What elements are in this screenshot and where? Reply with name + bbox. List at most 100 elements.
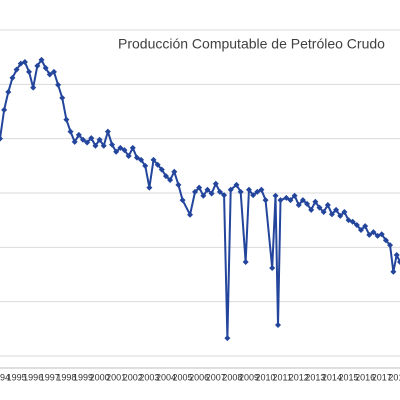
point-marker bbox=[142, 162, 149, 169]
point-marker bbox=[88, 135, 95, 142]
x-tick-label: 2001 bbox=[106, 372, 126, 382]
point-marker bbox=[216, 188, 223, 195]
x-tick-label: 1995 bbox=[7, 372, 27, 382]
point-marker bbox=[162, 173, 169, 180]
point-marker bbox=[328, 211, 335, 218]
point-marker bbox=[104, 128, 111, 135]
point-marker bbox=[196, 184, 203, 191]
point-marker bbox=[366, 231, 373, 238]
x-tick-label: 2008 bbox=[222, 372, 242, 382]
point-marker bbox=[227, 186, 234, 193]
point-marker bbox=[5, 88, 12, 95]
point-marker bbox=[1, 106, 8, 113]
point-marker bbox=[262, 197, 269, 204]
point-marker bbox=[200, 192, 207, 199]
x-tick-label: 2017 bbox=[372, 372, 392, 382]
point-marker bbox=[150, 156, 157, 163]
point-marker bbox=[125, 153, 132, 160]
point-marker bbox=[378, 231, 385, 238]
point-marker bbox=[204, 186, 211, 193]
point-marker bbox=[50, 68, 57, 75]
point-marker bbox=[254, 188, 261, 195]
x-tick-label: 1997 bbox=[40, 372, 60, 382]
point-marker bbox=[387, 242, 394, 249]
x-tick-label: 2010 bbox=[256, 372, 276, 382]
point-marker bbox=[129, 144, 136, 151]
point-marker bbox=[324, 201, 331, 208]
point-marker bbox=[84, 139, 91, 146]
point-marker bbox=[357, 226, 364, 233]
point-marker bbox=[92, 142, 99, 149]
point-marker bbox=[390, 268, 397, 275]
point-marker bbox=[113, 148, 120, 155]
point-marker bbox=[71, 138, 78, 145]
point-marker bbox=[117, 144, 124, 151]
point-marker bbox=[382, 237, 389, 244]
point-marker bbox=[121, 147, 128, 154]
point-marker bbox=[397, 259, 400, 266]
chart-title: Producción Computable de Petróleo Crudo bbox=[118, 36, 385, 52]
point-marker bbox=[63, 116, 70, 123]
x-tick-label: 2014 bbox=[322, 372, 342, 382]
point-marker bbox=[277, 197, 284, 204]
point-marker bbox=[34, 62, 41, 69]
point-marker bbox=[9, 74, 16, 81]
x-tick-label: 2004 bbox=[156, 372, 176, 382]
point-marker bbox=[304, 200, 311, 207]
point-marker bbox=[30, 84, 37, 91]
point-marker bbox=[237, 188, 244, 195]
point-marker bbox=[291, 192, 298, 199]
point-marker bbox=[295, 201, 302, 208]
point-marker bbox=[133, 154, 140, 161]
point-marker bbox=[175, 181, 182, 188]
point-marker bbox=[55, 81, 62, 88]
point-marker bbox=[312, 198, 319, 205]
point-marker bbox=[13, 66, 20, 73]
point-marker bbox=[192, 188, 199, 195]
point-marker bbox=[349, 218, 356, 225]
point-marker bbox=[272, 192, 279, 199]
point-marker bbox=[242, 259, 249, 266]
x-tick-label: 2007 bbox=[206, 372, 226, 382]
point-marker bbox=[233, 181, 240, 188]
x-tick-label: 1994 bbox=[0, 372, 10, 382]
point-marker bbox=[26, 68, 33, 75]
point-marker bbox=[46, 71, 53, 78]
point-marker bbox=[158, 166, 165, 173]
x-tick-label: 2018 bbox=[388, 372, 400, 382]
point-marker bbox=[258, 186, 265, 193]
x-tick-label: 2011 bbox=[272, 372, 291, 382]
point-marker bbox=[75, 131, 82, 138]
point-marker bbox=[167, 176, 174, 183]
x-tick-label: 2015 bbox=[339, 372, 359, 382]
point-marker bbox=[59, 94, 66, 101]
point-marker bbox=[79, 136, 86, 143]
point-marker bbox=[245, 186, 252, 193]
x-tick-label: 2016 bbox=[355, 372, 375, 382]
x-tick-label: 2000 bbox=[90, 372, 110, 382]
x-tick-label: 2009 bbox=[239, 372, 259, 382]
point-marker bbox=[154, 161, 161, 168]
x-tick-label: 2012 bbox=[289, 372, 309, 382]
point-marker bbox=[138, 156, 145, 163]
point-marker bbox=[187, 211, 194, 218]
point-marker bbox=[337, 212, 344, 219]
point-marker bbox=[299, 197, 306, 204]
point-marker bbox=[269, 264, 276, 271]
x-tick-label: 1998 bbox=[56, 372, 76, 382]
x-tick-label: 2006 bbox=[189, 372, 209, 382]
point-marker bbox=[283, 194, 290, 201]
x-tick-label: 1999 bbox=[73, 372, 93, 382]
x-tick-label: 2002 bbox=[123, 372, 143, 382]
point-marker bbox=[109, 141, 116, 148]
point-marker bbox=[96, 136, 103, 143]
point-marker bbox=[333, 206, 340, 213]
point-marker bbox=[320, 209, 327, 216]
point-marker bbox=[308, 206, 315, 213]
grid bbox=[0, 29, 400, 357]
point-marker bbox=[42, 65, 49, 72]
point-marker bbox=[179, 197, 186, 204]
point-marker bbox=[250, 192, 257, 199]
